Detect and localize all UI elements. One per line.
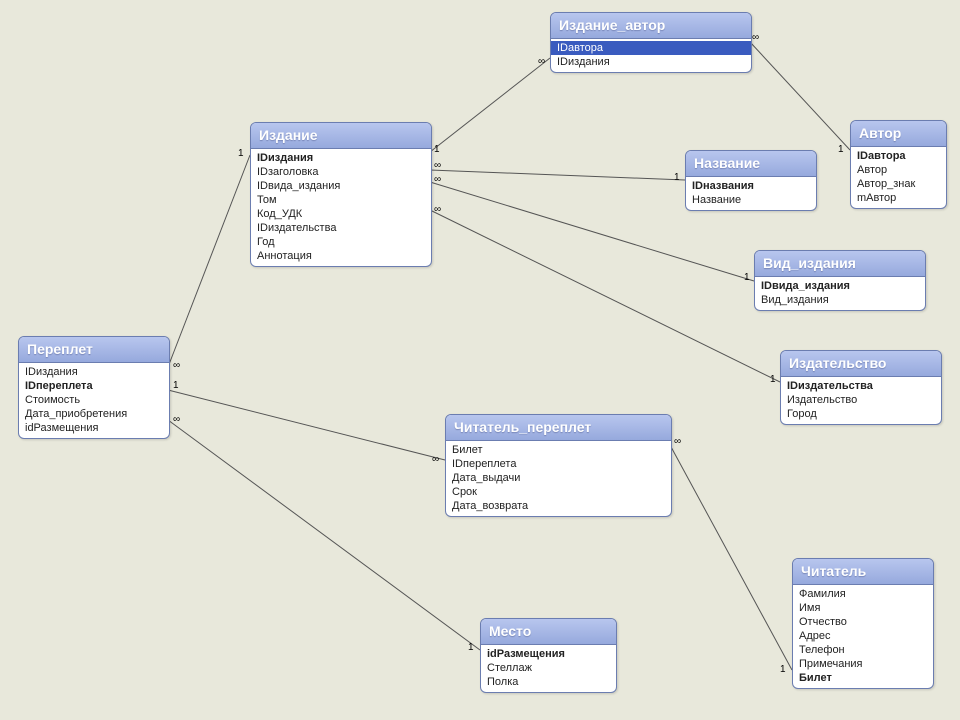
entity-avtor[interactable]: АвторIDавтораАвторАвтор_знакmАвтор	[850, 120, 947, 209]
entity-fields: IDвида_изданияВид_издания	[755, 277, 925, 310]
field-row[interactable]: Стеллаж	[481, 661, 616, 675]
cardinality-label: ∞	[434, 174, 441, 185]
entity-title[interactable]: Переплет	[19, 337, 169, 363]
cardinality-label: 1	[674, 172, 680, 183]
field-row[interactable]: IDавтора	[851, 149, 946, 163]
field-row[interactable]: Вид_издания	[755, 293, 925, 307]
field-row[interactable]: Адрес	[793, 629, 933, 643]
field-row[interactable]: Дата_выдачи	[446, 471, 671, 485]
field-row[interactable]: Автор	[851, 163, 946, 177]
relationship-edge	[430, 58, 550, 152]
field-row[interactable]: Фамилия	[793, 587, 933, 601]
field-row[interactable]: Примечания	[793, 657, 933, 671]
entity-pereplet[interactable]: ПереплетIDизданияIDпереплетаСтоимостьДат…	[18, 336, 170, 439]
cardinality-label: 1	[434, 144, 440, 155]
field-row[interactable]: IDиздания	[551, 55, 751, 69]
field-row[interactable]: IDиздательства	[781, 379, 941, 393]
field-row[interactable]: Билет	[446, 443, 671, 457]
entity-chitatel[interactable]: ЧитательФамилияИмяОтчествоАдресТелефонПр…	[792, 558, 934, 689]
entity-fields: IDназванияНазвание	[686, 177, 816, 210]
entity-fields: IDизданияIDпереплетаСтоимостьДата_приобр…	[19, 363, 169, 438]
entity-nazvanie[interactable]: НазваниеIDназванияНазвание	[685, 150, 817, 211]
entity-chitatel_pereplet[interactable]: Читатель_переплетБилетIDпереплетаДата_вы…	[445, 414, 672, 517]
field-row[interactable]: Срок	[446, 485, 671, 499]
field-row[interactable]: Отчество	[793, 615, 933, 629]
cardinality-label: ∞	[434, 160, 441, 171]
field-row[interactable]: IDвида_издания	[251, 179, 431, 193]
field-row[interactable]: Издательство	[781, 393, 941, 407]
field-row[interactable]: IDвида_издания	[755, 279, 925, 293]
field-row[interactable]: idРазмещения	[481, 647, 616, 661]
field-row[interactable]: IDавтора	[551, 41, 751, 55]
entity-fields: IDавтораIDиздания	[551, 39, 751, 72]
entity-vid_izdaniya[interactable]: Вид_изданияIDвида_изданияВид_издания	[754, 250, 926, 311]
entity-fields: ФамилияИмяОтчествоАдресТелефонПримечания…	[793, 585, 933, 688]
entity-title[interactable]: Читатель	[793, 559, 933, 585]
entity-fields: IDавтораАвторАвтор_знакmАвтор	[851, 147, 946, 208]
cardinality-label: ∞	[173, 360, 180, 371]
cardinality-label: 1	[468, 642, 474, 653]
field-row[interactable]: Телефон	[793, 643, 933, 657]
field-row[interactable]: Дата_приобретения	[19, 407, 169, 421]
relationship-edge	[430, 210, 780, 382]
cardinality-label: 1	[770, 374, 776, 385]
field-row[interactable]: IDиздательства	[251, 221, 431, 235]
field-row[interactable]: Год	[251, 235, 431, 249]
field-row[interactable]: Автор_знак	[851, 177, 946, 191]
field-row[interactable]: Том	[251, 193, 431, 207]
entity-title[interactable]: Издательство	[781, 351, 941, 377]
er-diagram-canvas: 1∞1∞∞1∞1∞1∞11∞∞1∞1ПереплетIDизданияIDпер…	[0, 0, 960, 720]
entity-mesto[interactable]: МестоidРазмещенияСтеллажПолка	[480, 618, 617, 693]
cardinality-label: ∞	[674, 436, 681, 447]
entity-title[interactable]: Читатель_переплет	[446, 415, 671, 441]
relationship-edge	[670, 445, 792, 670]
entity-title[interactable]: Место	[481, 619, 616, 645]
relationship-edge	[750, 42, 850, 150]
entity-title[interactable]: Вид_издания	[755, 251, 925, 277]
cardinality-label: ∞	[752, 32, 759, 43]
cardinality-label: ∞	[434, 204, 441, 215]
field-row[interactable]: Стоимость	[19, 393, 169, 407]
field-row[interactable]: IDпереплета	[446, 457, 671, 471]
entity-izdanie_avtor[interactable]: Издание_авторIDавтораIDиздания	[550, 12, 752, 73]
entity-title[interactable]: Название	[686, 151, 816, 177]
cardinality-label: 1	[838, 144, 844, 155]
cardinality-label: 1	[744, 272, 750, 283]
entity-fields: idРазмещенияСтеллажПолка	[481, 645, 616, 692]
relationship-edge	[168, 155, 250, 367]
relationship-edge	[430, 170, 685, 180]
field-row[interactable]: Дата_возврата	[446, 499, 671, 513]
cardinality-label: ∞	[173, 414, 180, 425]
field-row[interactable]: Название	[686, 193, 816, 207]
entity-title[interactable]: Издание_автор	[551, 13, 751, 39]
cardinality-label: ∞	[538, 56, 545, 67]
field-row[interactable]: Город	[781, 407, 941, 421]
entity-fields: IDизданияIDзаголовкаIDвида_изданияТомКод…	[251, 149, 431, 266]
cardinality-label: 1	[780, 664, 786, 675]
cardinality-label: 1	[173, 380, 179, 391]
entity-izdanie[interactable]: ИзданиеIDизданияIDзаголовкаIDвида_издани…	[250, 122, 432, 267]
entity-izdatelstvo[interactable]: ИздательствоIDиздательстваИздательствоГо…	[780, 350, 942, 425]
field-row[interactable]: Полка	[481, 675, 616, 689]
entity-fields: IDиздательстваИздательствоГород	[781, 377, 941, 424]
field-row[interactable]: mАвтор	[851, 191, 946, 205]
entity-title[interactable]: Издание	[251, 123, 431, 149]
entity-title[interactable]: Автор	[851, 121, 946, 147]
field-row[interactable]: Код_УДК	[251, 207, 431, 221]
field-row[interactable]: IDзаголовка	[251, 165, 431, 179]
field-row[interactable]: idРазмещения	[19, 421, 169, 435]
field-row[interactable]: Имя	[793, 601, 933, 615]
field-row[interactable]: Билет	[793, 671, 933, 685]
relationship-edge	[168, 390, 445, 460]
field-row[interactable]: IDиздания	[19, 365, 169, 379]
cardinality-label: ∞	[432, 454, 439, 465]
field-row[interactable]: IDпереплета	[19, 379, 169, 393]
field-row[interactable]: IDиздания	[251, 151, 431, 165]
cardinality-label: 1	[238, 148, 244, 159]
entity-fields: БилетIDпереплетаДата_выдачиСрокДата_возв…	[446, 441, 671, 516]
field-row[interactable]: IDназвания	[686, 179, 816, 193]
field-row[interactable]: Аннотация	[251, 249, 431, 263]
